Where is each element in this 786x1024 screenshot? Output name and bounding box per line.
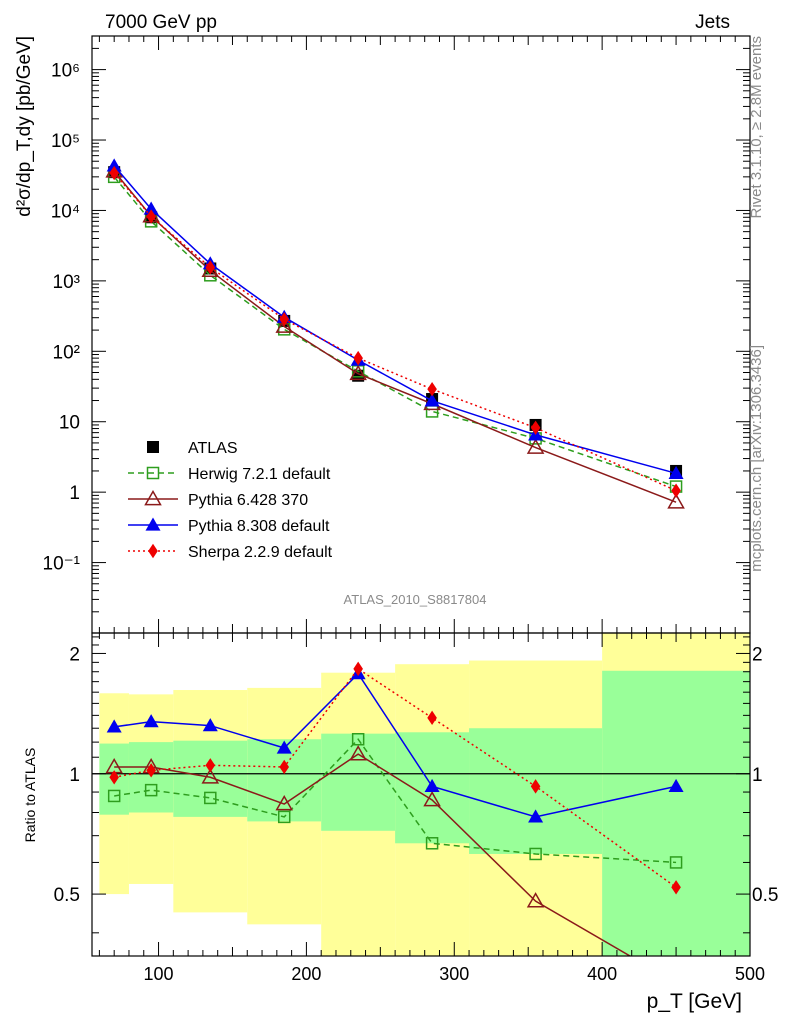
- main-point-sherpa-2-2-9-default: [353, 350, 363, 366]
- legend-marker-pythia-6-428-370: [144, 489, 162, 506]
- legend-label-atlas: ATLAS: [188, 440, 238, 457]
- ratio-frame: [91, 632, 751, 957]
- main-point-sherpa-2-2-9-default: [427, 381, 437, 397]
- main-y-tick-label: 10: [59, 413, 80, 434]
- legend-label-pythia-6-428-370: Pythia 6.428 370: [188, 492, 308, 509]
- ticks-layer: 100 200 300 400 500 10⁻¹ 1 10 10² 10³ 10⁴ 10⁵ 10⁶ 0.5…: [43, 35, 778, 984]
- ratio-point-pythia-6-428-370: [423, 790, 441, 807]
- ratio-point-herwig-7-2-1-default: [669, 856, 683, 869]
- ratio-y-tick-label-right: 2: [752, 644, 763, 665]
- main-y-tick-label: 10⁻¹: [43, 554, 81, 575]
- ratio-point-pythia-8-308-default: [528, 809, 544, 823]
- x-tick-label: 200: [291, 964, 321, 984]
- main-point-sherpa-2-2-9-default: [146, 209, 156, 224]
- main-point-pythia-6-428-370: [201, 261, 220, 277]
- header-right-label: Jets: [695, 12, 730, 33]
- x-tick-label: 100: [144, 964, 174, 984]
- ratio-point-herwig-7-2-1-default: [425, 837, 439, 850]
- rivet-note: Rivet 3.1.10, ≥ 2.8M events: [748, 36, 765, 219]
- mcplots-note: mcplots.cern.ch [arXiv:1306.3436]: [748, 345, 765, 572]
- main-point-sherpa-2-2-9-default: [109, 165, 119, 181]
- ratio-point-herwig-7-2-1-default: [277, 810, 291, 824]
- ratio-curves: [105, 661, 684, 956]
- main-point-pythia-8-308-default: [668, 465, 684, 479]
- ratio-point-pythia-6-428-370: [201, 768, 220, 784]
- ratio-series-line: [114, 672, 677, 818]
- legend-marker-herwig-7-2-1-default: [146, 466, 160, 480]
- inner-band-bin: [602, 670, 750, 956]
- ratio-point-pythia-8-308-default: [668, 778, 684, 792]
- legend: ATLAS Herwig 7.2.1 default Pythia 6.428 37…: [128, 440, 333, 561]
- main-point-sherpa-2-2-9-default: [530, 420, 541, 435]
- ratio-y-axis-label: Ratio to ATLAS: [22, 748, 38, 843]
- ratio-series-line: [114, 738, 677, 864]
- frames-layer: [91, 35, 751, 957]
- main-y-tick-label: 10²: [53, 342, 80, 363]
- legend-label-sherpa-2-2-9-default: Sherpa 2.2.9 default: [188, 544, 333, 561]
- ratio-point-sherpa-2-2-9-default: [146, 763, 156, 778]
- ratio-point-sherpa-2-2-9-default: [353, 661, 363, 677]
- ratio-y-tick-label-right: 1: [752, 765, 763, 786]
- ratio-point-sherpa-2-2-9-default: [530, 779, 541, 794]
- inner-band-bin: [173, 740, 248, 817]
- main-y-tick-label: 10³: [53, 272, 80, 293]
- main-point-pythia-6-428-370: [667, 493, 685, 509]
- main-series-line: [113, 165, 677, 475]
- ratio-point-herwig-7-2-1-default: [204, 791, 217, 805]
- legend-label-pythia-8-308-default: Pythia 8.308 default: [188, 518, 330, 535]
- ratio-point-sherpa-2-2-9-default: [205, 758, 216, 773]
- ratio-point-pythia-8-308-default: [202, 718, 218, 732]
- main-point-pythia-8-308-default: [106, 158, 122, 172]
- ratio-point-pythia-6-428-370: [349, 745, 367, 761]
- ratio-point-sherpa-2-2-9-default: [427, 710, 437, 726]
- ratio-point-herwig-7-2-1-default: [351, 732, 365, 746]
- ratio-point-pythia-6-428-370: [526, 892, 545, 908]
- main-point-herwig-7-2-1-default: [425, 405, 439, 418]
- main-series-line: [113, 172, 677, 492]
- x-tick-label: 400: [587, 964, 617, 984]
- ratio-series-line: [114, 667, 677, 888]
- main-point-sherpa-2-2-9-default: [205, 260, 216, 275]
- inner-band-bin: [321, 733, 396, 831]
- ratio-point-pythia-8-308-default: [143, 714, 159, 728]
- x-tick-label: 300: [439, 964, 469, 984]
- ratio-point-pythia-8-308-default: [276, 740, 292, 754]
- main-y-axis-label: d²σ/dp_T,dy [pb/GeV]: [14, 36, 35, 217]
- ratio-y-tick-label-left: 2: [69, 644, 80, 665]
- ratio-point-pythia-6-428-370: [275, 795, 294, 811]
- legend-marker-atlas: [147, 441, 159, 453]
- ratio-point-herwig-7-2-1-default: [144, 783, 158, 797]
- ratio-point-herwig-7-2-1-default: [529, 847, 542, 861]
- legend-marker-sherpa-2-2-9-default: [148, 543, 158, 559]
- uncertainty-bands: [92, 633, 750, 956]
- x-tick-label: 500: [735, 964, 765, 984]
- curves-layer: [105, 158, 685, 956]
- legend-label-herwig-7-2-1-default: Herwig 7.2.1 default: [188, 466, 331, 483]
- main-y-tick-label: 10⁴: [51, 201, 80, 222]
- main-y-tick-label: 10⁵: [51, 131, 80, 152]
- main-y-tick-label: 10⁶: [51, 61, 80, 82]
- ratio-point-herwig-7-2-1-default: [107, 789, 121, 803]
- header-left-label: 7000 GeV pp: [105, 12, 217, 33]
- main-point-pythia-6-428-370: [275, 317, 294, 333]
- ratio-y-tick-label-left: 0.5: [54, 885, 80, 906]
- main-point-sherpa-2-2-9-default: [279, 312, 290, 327]
- main-point-pythia-6-428-370: [526, 438, 545, 454]
- ratio-point-sherpa-2-2-9-default: [109, 770, 119, 785]
- legend-marker-pythia-8-308-default: [145, 517, 161, 531]
- ratio-point-pythia-8-308-default: [106, 719, 122, 733]
- main-point-sherpa-2-2-9-default: [671, 483, 681, 498]
- main-y-tick-label: 1: [69, 483, 80, 504]
- ratio-y-tick-label-left: 1: [69, 765, 80, 786]
- ratio-point-sherpa-2-2-9-default: [279, 759, 290, 775]
- ratio-series-line: [114, 753, 632, 956]
- x-axis-label: p_T [GeV]: [647, 990, 742, 1013]
- ratio-y-tick-label-right: 0.5: [752, 885, 778, 906]
- analysis-label: ATLAS_2010_S8817804: [344, 592, 487, 607]
- ratio-point-sherpa-2-2-9-default: [671, 880, 681, 895]
- main-point-pythia-6-428-370: [349, 364, 367, 381]
- main-point-pythia-8-308-default: [424, 393, 440, 407]
- ratio-point-pythia-8-308-default: [424, 778, 440, 792]
